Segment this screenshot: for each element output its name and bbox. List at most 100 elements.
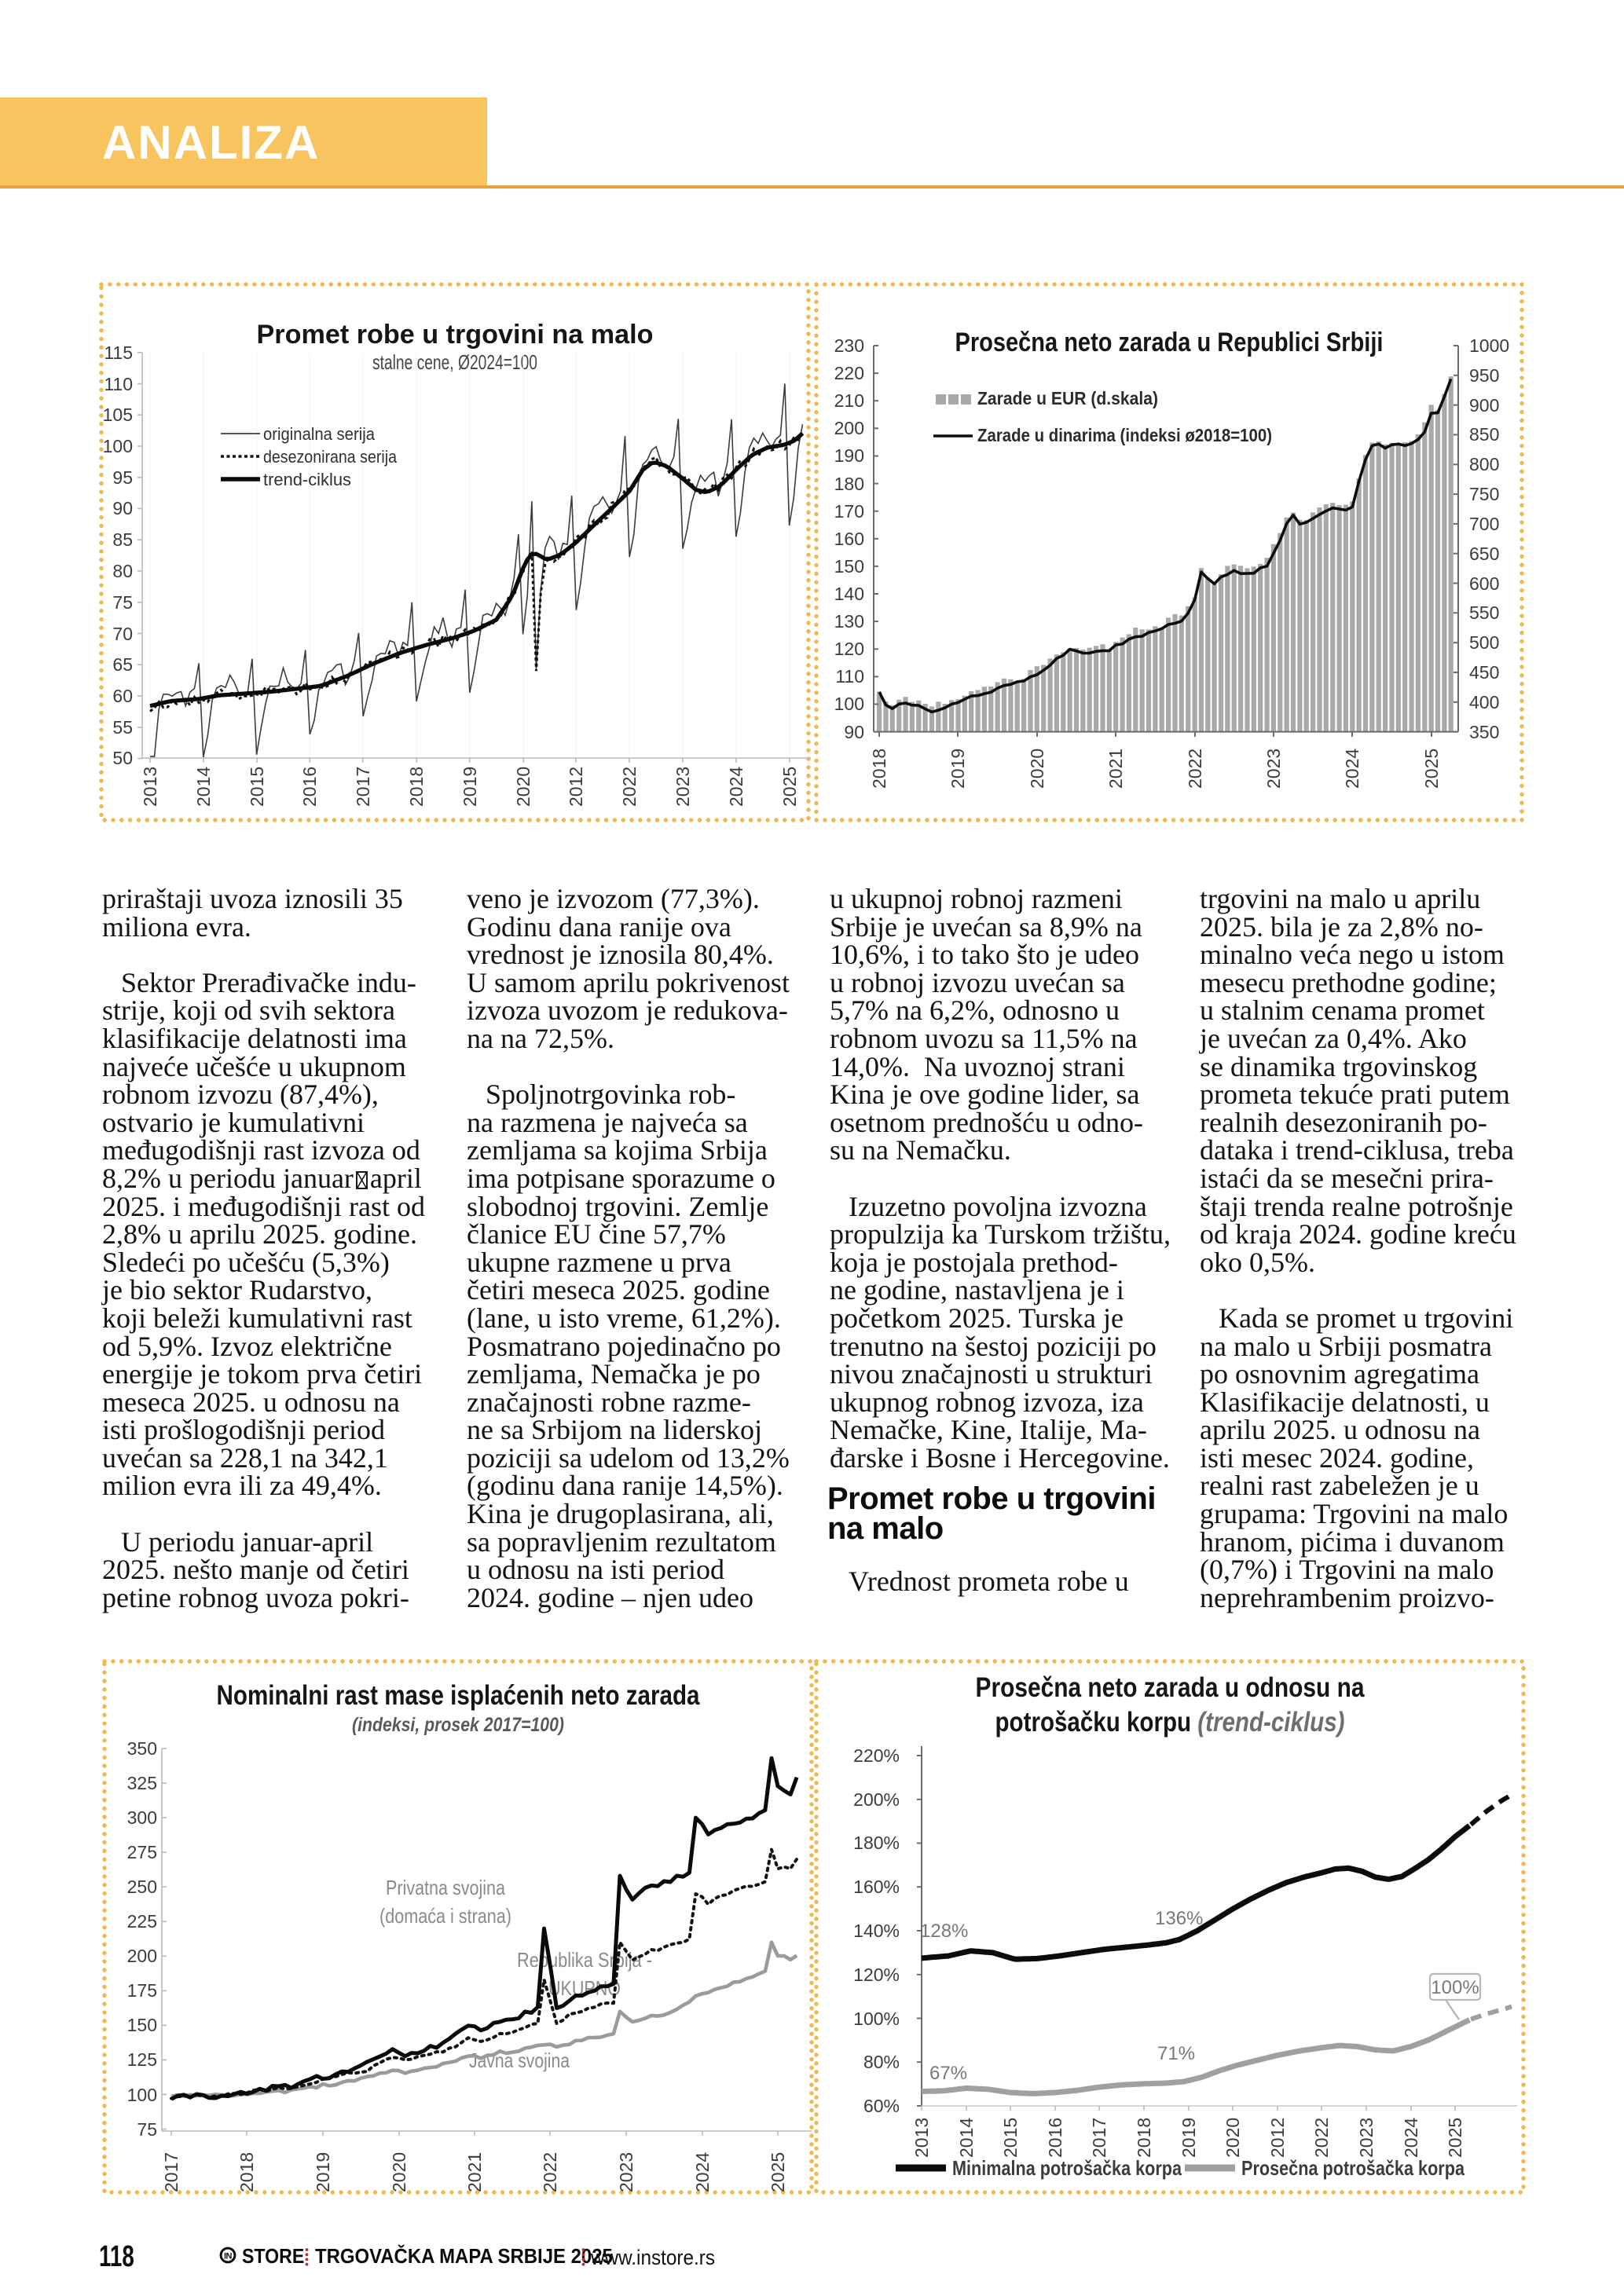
svg-text:325: 325 (127, 1773, 157, 1793)
svg-text:2019: 2019 (313, 2152, 333, 2192)
svg-text:2024: 2024 (692, 2152, 713, 2192)
svg-text:100: 100 (127, 2085, 157, 2105)
svg-text:Minimalna potrošačka korpa: Minimalna potrošačka korpa (952, 2156, 1182, 2180)
svg-text:2022: 2022 (1311, 2118, 1332, 2158)
svg-text:350: 350 (127, 1738, 157, 1759)
svg-text:110: 110 (835, 666, 864, 687)
svg-text:105: 105 (103, 405, 133, 425)
svg-text:2012: 2012 (566, 767, 586, 807)
svg-text:128%: 128% (920, 1921, 968, 1942)
svg-text:100%: 100% (853, 2009, 900, 2029)
svg-text:130: 130 (834, 611, 864, 632)
svg-text:2024: 2024 (726, 767, 746, 807)
svg-text:IN: IN (224, 2252, 233, 2261)
svg-text:60: 60 (112, 686, 133, 706)
svg-text:2023: 2023 (1356, 2118, 1377, 2158)
svg-text:220%: 220% (853, 1745, 900, 1766)
svg-text:2022: 2022 (1185, 749, 1205, 789)
svg-text:2025: 2025 (779, 767, 800, 807)
svg-text:2018: 2018 (406, 767, 427, 807)
svg-text:180%: 180% (853, 1833, 900, 1853)
svg-text:210: 210 (834, 390, 864, 411)
svg-text:75: 75 (112, 592, 133, 613)
svg-text:200: 200 (127, 1946, 157, 1966)
svg-text:2016: 2016 (299, 767, 320, 807)
svg-text:2012: 2012 (1267, 2118, 1288, 2158)
svg-text:115: 115 (104, 342, 133, 363)
svg-text:750: 750 (1469, 484, 1499, 504)
svg-text:2014: 2014 (956, 2118, 977, 2158)
svg-text:900: 900 (1469, 395, 1499, 416)
svg-text:2013: 2013 (911, 2118, 932, 2158)
svg-text:175: 175 (127, 1980, 157, 2001)
svg-text:50: 50 (112, 748, 133, 768)
svg-text:Zarade u EUR (d.skala): Zarade u EUR (d.skala) (977, 388, 1158, 408)
svg-text:2025: 2025 (768, 2152, 788, 2192)
svg-text:2020: 2020 (513, 767, 533, 807)
svg-text:2020: 2020 (1223, 2118, 1243, 2158)
svg-text:2023: 2023 (1263, 749, 1284, 789)
svg-text:150: 150 (834, 556, 864, 577)
svg-text:140%: 140% (853, 1921, 900, 1941)
svg-text:200: 200 (834, 418, 864, 438)
svg-text:Nominalni rast mase isplaćenih: Nominalni rast mase isplaćenih neto zara… (217, 1680, 700, 1711)
svg-text:100%: 100% (1431, 1977, 1479, 1998)
svg-text:Promet robe u trgovini na malo: Promet robe u trgovini na malo (257, 320, 654, 350)
svg-text:2013: 2013 (140, 767, 160, 807)
svg-text:500: 500 (1469, 632, 1499, 653)
svg-text:120: 120 (834, 639, 864, 659)
svg-text:90: 90 (844, 722, 864, 742)
svg-text:2022: 2022 (540, 2152, 560, 2192)
svg-text:160%: 160% (853, 1877, 900, 1897)
svg-text:(indeksi, prosek 2017=100): (indeksi, prosek 2017=100) (352, 1714, 564, 1736)
svg-text:100: 100 (103, 436, 133, 456)
svg-text:170: 170 (834, 501, 864, 522)
svg-text:950: 950 (1469, 365, 1499, 386)
svg-text:2015: 2015 (247, 767, 267, 807)
svg-text:Prosečna neto zarada u odnosu: Prosečna neto zarada u odnosu na (976, 1672, 1365, 1703)
svg-text:550: 550 (1469, 602, 1499, 623)
svg-text:350: 350 (1469, 722, 1499, 742)
svg-text:136%: 136% (1155, 1908, 1203, 1929)
svg-text:180: 180 (834, 474, 864, 494)
svg-text:2024: 2024 (1342, 749, 1362, 789)
svg-text:2018: 2018 (1134, 2118, 1154, 2158)
svg-text:trend-ciklus: trend-ciklus (263, 470, 351, 489)
svg-text:71%: 71% (1157, 2043, 1195, 2064)
svg-text:2023: 2023 (616, 2152, 636, 2192)
svg-text:230: 230 (834, 335, 864, 356)
svg-text:2025: 2025 (1445, 2118, 1465, 2158)
svg-text:2021: 2021 (1105, 749, 1126, 789)
svg-text:650: 650 (1469, 544, 1499, 564)
svg-text:220: 220 (834, 363, 864, 383)
svg-text:2017: 2017 (161, 2152, 181, 2192)
svg-text:80%: 80% (863, 2052, 900, 2072)
svg-text:2019: 2019 (1179, 2118, 1199, 2158)
svg-text:2025: 2025 (1421, 749, 1442, 789)
svg-text:(domaća i strana): (domaća i strana) (379, 1904, 511, 1928)
svg-text:2015: 2015 (1000, 2118, 1021, 2158)
svg-text:400: 400 (1469, 692, 1499, 712)
svg-text:2017: 2017 (353, 767, 373, 807)
svg-text:190: 190 (834, 445, 864, 466)
svg-text:2018: 2018 (869, 749, 889, 789)
svg-text:2021: 2021 (464, 2152, 485, 2192)
svg-text:100: 100 (834, 694, 864, 714)
svg-text:2017: 2017 (1089, 2118, 1109, 2158)
svg-text:originalna serija: originalna serija (263, 424, 376, 444)
svg-text:300: 300 (127, 1807, 157, 1828)
svg-text:55: 55 (112, 717, 133, 738)
svg-text:2022: 2022 (619, 767, 640, 807)
svg-text:225: 225 (127, 1911, 157, 1932)
svg-text:80: 80 (112, 561, 133, 581)
svg-text:65: 65 (112, 654, 133, 675)
svg-text:stalne cene, Ø2024=100: stalne cene, Ø2024=100 (372, 350, 537, 374)
svg-text:200%: 200% (853, 1789, 900, 1810)
svg-text:2023: 2023 (673, 767, 693, 807)
svg-text:450: 450 (1469, 662, 1499, 683)
svg-text:120%: 120% (853, 1965, 900, 1985)
svg-text:160: 160 (834, 529, 864, 549)
svg-text:150: 150 (127, 2015, 157, 2035)
svg-text:110: 110 (104, 374, 133, 394)
svg-text:2020: 2020 (389, 2152, 409, 2192)
